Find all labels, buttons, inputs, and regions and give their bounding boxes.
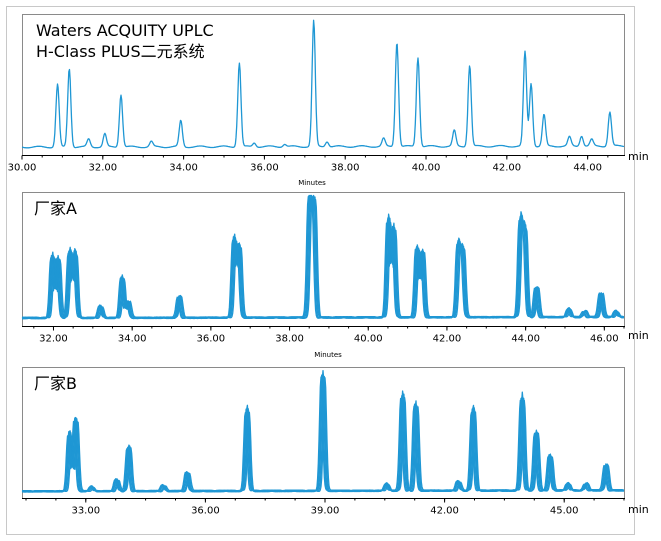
panel-vendor-a: 32.00 34.00 36.00 38.00 40.00 42.00 44.00 46.00… bbox=[21, 192, 649, 359]
panel-vendor-b-tick-label-0: 33.00 bbox=[71, 506, 100, 517]
panel-vendor-a-traces bbox=[21, 194, 625, 320]
panel-waters-x-axis-label: Minutes bbox=[298, 179, 326, 187]
panel-vendor-a-tick-label-6: 44.00 bbox=[511, 334, 540, 345]
panel-waters-traces bbox=[21, 19, 625, 149]
panel-vendor-b-trace-4 bbox=[21, 377, 625, 493]
panel-waters-tick-label-2: 34.00 bbox=[169, 163, 198, 174]
panel-vendor-b-tick-label-2: 39.00 bbox=[311, 506, 340, 517]
panel-vendor-b-x-unit: min bbox=[628, 503, 649, 516]
panel-waters-tick-label-6: 42.00 bbox=[493, 163, 522, 174]
panel-waters-tick-label-5: 40.00 bbox=[412, 163, 441, 174]
panel-vendor-b-ticks: 33.00 36.00 39.00 42.00 45.00 bbox=[25, 498, 625, 517]
panel-vendor-a-tick-label-2: 36.00 bbox=[197, 334, 226, 345]
panel-vendor-b-tick-label-3: 42.00 bbox=[430, 506, 459, 517]
panel-vendor-b-title: 厂家B bbox=[34, 374, 77, 393]
panel-vendor-a-tick-label-4: 40.00 bbox=[354, 334, 383, 345]
panel-vendor-a-tick-label-1: 34.00 bbox=[118, 334, 147, 345]
figure-frame bbox=[6, 6, 635, 535]
panel-waters-tick-label-1: 32.00 bbox=[88, 163, 117, 174]
panel-vendor-a-x-unit: min bbox=[628, 329, 649, 342]
panel-vendor-a-tick-label-3: 38.00 bbox=[275, 334, 304, 345]
panel-waters-tick-label-4: 38.00 bbox=[331, 163, 360, 174]
panel-waters-tick-label-3: 36.00 bbox=[250, 163, 279, 174]
panel-waters-tick-label-7: 44.00 bbox=[573, 163, 602, 174]
panel-vendor-b-tick-label-1: 36.00 bbox=[191, 506, 220, 517]
panel-vendor-a-tick-label-5: 42.00 bbox=[433, 334, 462, 345]
panel-waters-trace-0 bbox=[21, 19, 625, 149]
panel-waters-ticks: 30.00 32.00 34.00 36.00 38.00 40.00 42.00 44.00 bbox=[8, 155, 609, 174]
panel-vendor-a-trace-4 bbox=[22, 195, 625, 320]
panel-vendor-b-traces bbox=[21, 369, 625, 493]
panel-vendor-a-tick-label-0: 32.00 bbox=[39, 334, 68, 345]
panel-waters-title-line-2: H-Class PLUS二元系统 bbox=[36, 42, 205, 61]
panel-vendor-b-tick-label-4: 45.00 bbox=[550, 506, 579, 517]
panel-vendor-a-tick-label-7: 46.00 bbox=[590, 334, 619, 345]
panel-vendor-b: 33.00 36.00 39.00 42.00 45.00 厂家B min bbox=[21, 367, 649, 517]
panel-vendor-a-x-axis-label: Minutes bbox=[314, 351, 342, 359]
panel-vendor-a-ticks: 32.00 34.00 36.00 38.00 40.00 42.00 44.00 46.00 bbox=[33, 326, 625, 345]
panel-waters-x-unit: min bbox=[628, 150, 649, 163]
panel-vendor-b-trace-3 bbox=[21, 375, 625, 493]
panel-waters-tick-label-0: 30.00 bbox=[8, 163, 37, 174]
panel-vendor-a-title: 厂家A bbox=[34, 199, 77, 218]
panel-waters-title-line-1: Waters ACQUITY UPLC bbox=[36, 21, 214, 40]
panel-waters: 30.00 32.00 34.00 36.00 38.00 40.00 42.00 44.00… bbox=[8, 14, 649, 187]
